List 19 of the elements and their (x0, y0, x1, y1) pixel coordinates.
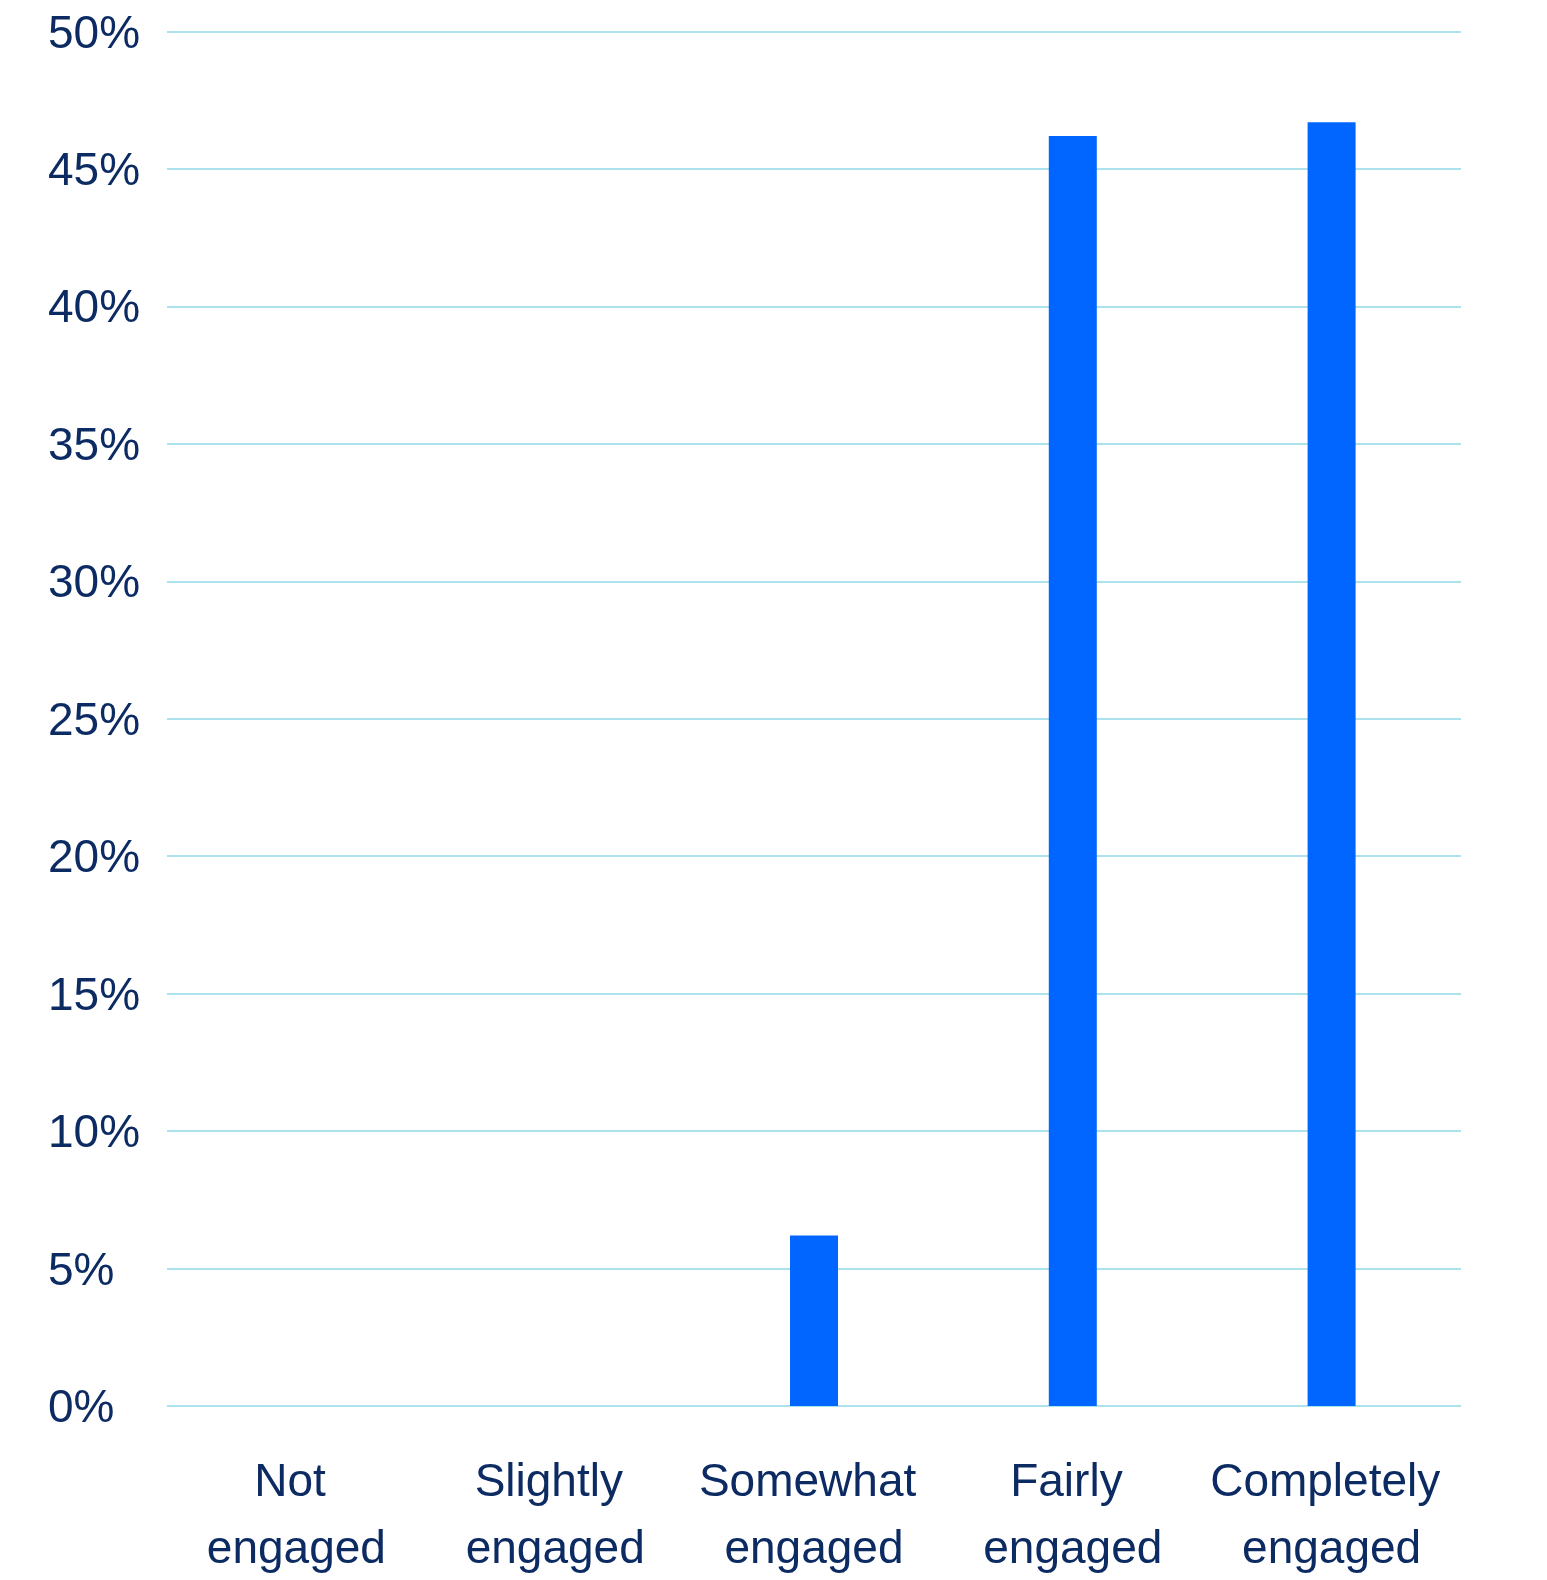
y-tick-label: 15% (48, 967, 141, 1020)
y-tick-label: 25% (48, 692, 141, 745)
y-tick-label: 35% (48, 417, 141, 470)
bar (1307, 122, 1356, 1406)
x-tick-label: Slightly engaged (465, 1453, 645, 1573)
x-tick-label: Not engaged (206, 1453, 386, 1573)
y-tick-label: 10% (48, 1105, 141, 1158)
y-tick-label: 20% (48, 830, 141, 883)
x-tick-label: Somewhat engaged (698, 1453, 930, 1573)
bar (790, 1235, 838, 1406)
y-tick-label: 45% (48, 142, 141, 195)
x-tick-label: Completely engaged (1210, 1453, 1454, 1573)
x-tick-label: Fairly engaged (983, 1453, 1163, 1573)
y-tick-label: 5% (48, 1242, 115, 1295)
y-tick-label: 0% (48, 1380, 115, 1432)
bar (1048, 135, 1097, 1406)
y-tick-label: 30% (48, 555, 141, 608)
y-tick-label: 40% (48, 280, 141, 333)
y-tick-label: 50% (48, 5, 141, 58)
